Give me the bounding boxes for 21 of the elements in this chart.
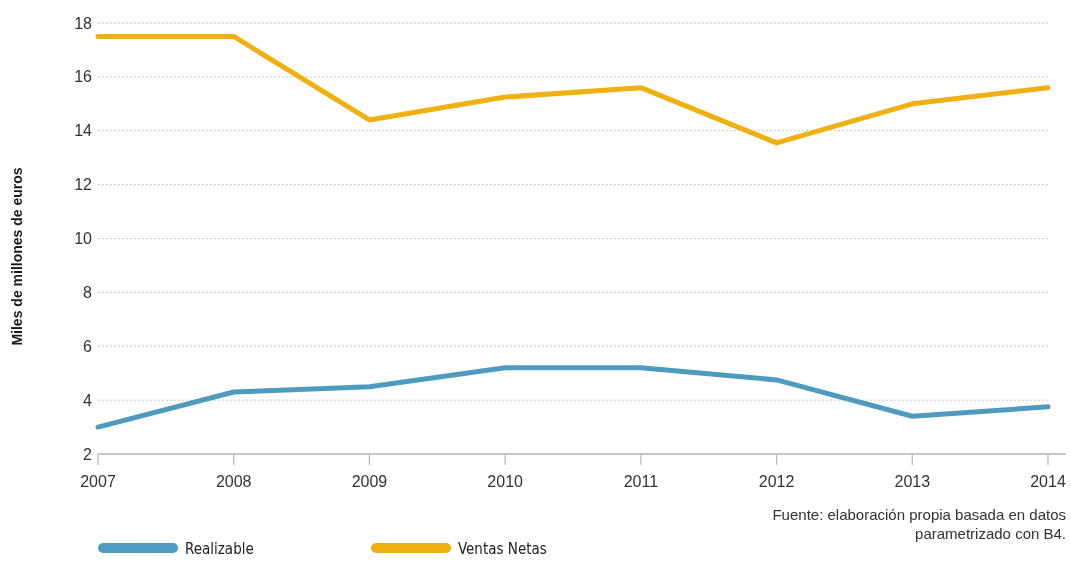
y-tick-label: 12 [74,176,93,194]
y-tick-label: 2 [83,445,93,463]
x-tick-label: 2008 [215,473,252,490]
y-tick-label: 6 [83,337,93,355]
x-tick-label: 2009 [351,473,388,490]
x-tick-label: 2007 [80,473,116,490]
y-tick-label: 4 [83,391,93,409]
y-tick-label: 18 [74,14,93,32]
legend-label: Realizable [185,540,254,558]
y-tick-label: 14 [74,122,93,140]
x-tick-label: 2011 [623,473,659,490]
y-tick-label: 10 [74,230,93,248]
x-tick-label: 2014 [1030,473,1066,490]
x-tick-label: 2013 [894,473,931,490]
source-note: Fuente: elaboración propia basada en datos parametrizado con B4. [772,506,1066,542]
y-axis-title: Miles de millones de euros [9,167,25,346]
y-tick-label: 16 [74,68,93,86]
y-tick-label: 8 [83,283,93,301]
x-tick-label: 2010 [487,473,524,490]
legend-label: Ventas Netas [458,540,547,558]
x-tick-label: 2012 [758,473,795,490]
